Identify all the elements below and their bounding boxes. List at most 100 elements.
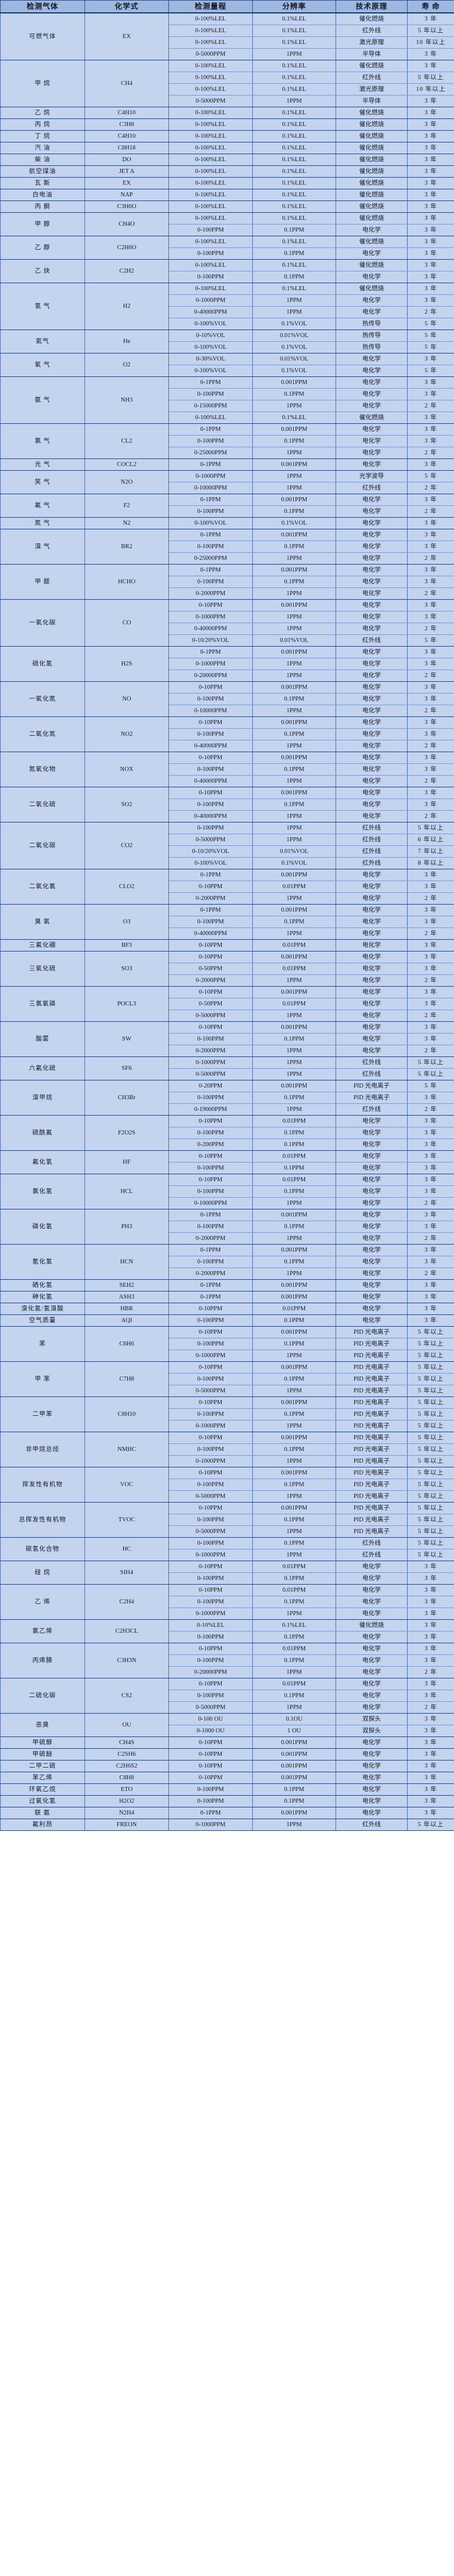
cell-tech: 电化学 <box>336 611 408 623</box>
cell-tech: 电化学 <box>336 353 408 365</box>
cell-tech: PID 光电离子 <box>336 1467 408 1479</box>
cell-tech: 电化学 <box>336 552 408 565</box>
cell-range: 0-1PPM <box>168 1807 253 1819</box>
cell-life: 5 年以上 <box>407 822 454 834</box>
cell-range: 0-1PPM <box>168 458 253 471</box>
cell-range: 0-10PPM <box>168 1303 253 1315</box>
cell-range: 0-100%LEL <box>168 212 253 225</box>
cell-life: 5 年以上 <box>407 1819 454 1831</box>
table-row: 溴 气 BR2 0-1PPM 0.001PPM 电化学 3 年 <box>0 529 454 565</box>
table-row: 0-100PPM 0.1PPM PID 光电离子 5 年以上 <box>1 1479 454 1491</box>
cell-range: 0-100PPM <box>168 247 253 260</box>
cell-range: 0-100PPM <box>168 1572 253 1585</box>
cell-formula: NO <box>84 681 169 717</box>
cell-life: 3 年 <box>407 763 454 776</box>
cell-tech: 电化学 <box>336 658 408 670</box>
cell-range: 0-1PPM <box>168 1209 253 1221</box>
cell-tech: 催化燃烧 <box>336 154 408 166</box>
cell-range: 0-10PPM <box>168 1736 253 1749</box>
cell-life: 3 年 <box>407 599 454 611</box>
cell-life: 10 年以上 <box>407 36 454 49</box>
cell-tech: 电化学 <box>336 1279 408 1292</box>
cell-life: 2 年 <box>407 892 454 905</box>
cell-life: 5 年以上 <box>407 1338 454 1350</box>
cell-formula: EX <box>84 12 169 60</box>
cell-resolution: 1PPM <box>252 1045 336 1057</box>
table-row: 碳氢化合物 HC 0-100PPM 0.1PPM 红外线 5 年以上 <box>0 1537 454 1561</box>
table-row: 0-100PPM 0.1PPM PID 光电离子 3 年 <box>1 1092 454 1104</box>
cell-range: 0-5000PPM <box>168 1385 253 1397</box>
cell-range: 0-40000PPM <box>168 306 253 318</box>
table-row: 0-100PPM 0.1PPM PID 光电离子 5 年以上 <box>1 1443 454 1456</box>
cell-range: 0-10PPM <box>168 599 253 611</box>
table-row: 0-5000PPM 1PPM 红外线 6 年以上 <box>1 834 454 846</box>
cell-life: 3 年 <box>407 95 454 107</box>
table-row: 0-100PPM 0.1PPM 电化学 3 年 <box>1 798 454 811</box>
cell-tech: 电化学 <box>336 1314 408 1327</box>
cell-tech: 电化学 <box>336 1185 408 1198</box>
cell-life: 3 年 <box>407 1678 454 1690</box>
cell-tech: 电化学 <box>336 904 408 916</box>
cell-tech: 电化学 <box>336 646 408 658</box>
cell-tech: 电化学 <box>336 693 408 705</box>
cell-tech: 双探头 <box>336 1725 408 1737</box>
cell-resolution: 1PPM <box>252 1197 336 1209</box>
cell-tech: 电化学 <box>336 1608 408 1620</box>
cell-tech: 电化学 <box>336 599 408 611</box>
table-row: 0-10/20%VOL 0.01%VOL 红外线 5 年 <box>1 634 454 647</box>
cell-range: 0-100PPM <box>168 1479 253 1491</box>
cell-resolution: 0.1PPM <box>252 1572 336 1585</box>
cell-tech: 电化学 <box>336 587 408 600</box>
cell-gas-name: 丁 烷 <box>0 130 85 142</box>
cell-tech: 电化学 <box>336 306 408 318</box>
cell-range: 0-10PPM <box>168 1643 253 1655</box>
table-row: 氟 气 F2 0-1PPM 0.001PPM 电化学 3 年 <box>0 494 454 518</box>
cell-resolution: 0.1%LEL <box>252 25 336 37</box>
cell-resolution: 1PPM <box>252 470 336 482</box>
cell-life: 5 年 <box>407 318 454 330</box>
cell-resolution: 0.001PPM <box>252 1807 336 1819</box>
cell-formula: C3H3N <box>84 1643 169 1678</box>
cell-gas-name: 碳氢化合物 <box>0 1537 85 1561</box>
cell-tech: 电化学 <box>336 271 408 283</box>
cell-life: 3 年 <box>407 658 454 670</box>
cell-range: 0-1000PPM <box>168 658 253 670</box>
cell-range: 0-100%LEL <box>168 259 253 271</box>
cell-resolution: 0.1PPM <box>252 1185 336 1198</box>
cell-gas-name: 苯 <box>0 1326 85 1362</box>
table-row: 航空煤油 JET A 0-100%LEL 0.1%LEL 催化燃烧 3 年 <box>0 165 454 178</box>
table-row: 0-100PPM 0.1PPM 电化学 2 年 <box>1 505 454 518</box>
cell-range: 0-100%LEL <box>168 12 253 25</box>
cell-resolution: 1PPM <box>252 775 336 787</box>
cell-tech: 电化学 <box>336 1150 408 1163</box>
cell-range: 0-100%LEL <box>168 142 253 154</box>
cell-resolution: 0.001PPM <box>252 1467 336 1479</box>
cell-gas-name: 氯化氢 <box>0 1174 85 1209</box>
cell-formula: N2O <box>84 470 169 494</box>
cell-tech: 电化学 <box>336 927 408 940</box>
cell-gas-name: 氧 气 <box>0 353 85 377</box>
cell-life: 3 年 <box>407 787 454 799</box>
table-row: 总挥发性有机物 TVOC 0-10PPM 0.001PPM PID 光电离子 5 年以上 <box>0 1502 454 1538</box>
cell-tech: 电化学 <box>336 1033 408 1045</box>
table-row: 0-100PPM 0.1PPM 电化学 3 年 <box>1 1185 454 1198</box>
cell-resolution: 1PPM <box>252 1819 336 1831</box>
table-row: 溴甲烷 CH3Br 0-20PPM 0.001PPM PID 光电离子 5 年 <box>0 1080 454 1116</box>
cell-formula: CH3Br <box>84 1080 169 1116</box>
table-row: 0-10000PPM 1PPM 红外线 2 年 <box>1 482 454 494</box>
cell-range: 0-10PPM <box>168 1584 253 1596</box>
cell-resolution: 0.001PPM <box>252 529 336 541</box>
cell-resolution: 0.001PPM <box>252 986 336 998</box>
cell-tech: 电化学 <box>336 247 408 260</box>
cell-formula: ETO <box>84 1783 169 1796</box>
cell-resolution: 1PPM <box>252 822 336 834</box>
cell-range: 0-10/20%VOL <box>168 845 253 858</box>
cell-resolution: 1PPM <box>252 740 336 752</box>
cell-range: 0-1000PPM <box>168 1420 253 1432</box>
cell-life: 3 年 <box>407 1713 454 1725</box>
table-row: 甲 烷 CH4 0-100%LEL 0.1%LEL 催化燃烧 3 年 <box>0 60 454 107</box>
cell-range: 0-100PPM <box>168 763 253 776</box>
cell-life: 3 年 <box>407 986 454 998</box>
cell-life: 3 年 <box>407 458 454 471</box>
table-row: 苯 C6H6 0-10PPM 0.001PPM PID 光电离子 5 年以上 <box>0 1326 454 1362</box>
